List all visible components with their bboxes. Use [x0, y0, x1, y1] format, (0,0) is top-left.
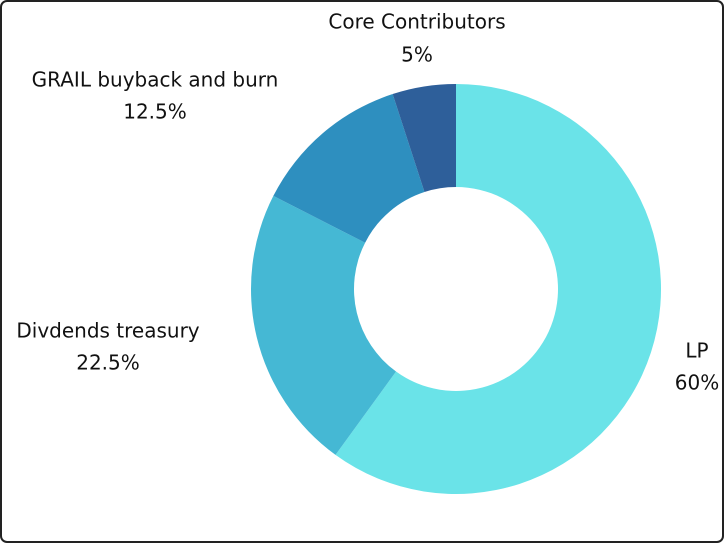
slice: [335, 84, 662, 495]
slice-value-label: 22.5%: [76, 351, 140, 375]
slice: [392, 84, 456, 192]
labels: LP 60% Divdends treasury 22.5% GRAIL buyback…: [16, 10, 719, 395]
slice-value-label: 5%: [401, 43, 433, 67]
slices: [251, 84, 662, 495]
slice: [273, 94, 425, 243]
slice-value-label: 60%: [675, 371, 719, 395]
slice-value-label: 12.5%: [123, 100, 187, 124]
slice: [251, 195, 397, 455]
slice-label: GRAIL buyback and burn: [32, 68, 279, 92]
slice-label: Core Contributors: [328, 10, 505, 34]
slice-label: LP: [685, 339, 708, 363]
slice-label: Divdends treasury: [16, 319, 199, 343]
